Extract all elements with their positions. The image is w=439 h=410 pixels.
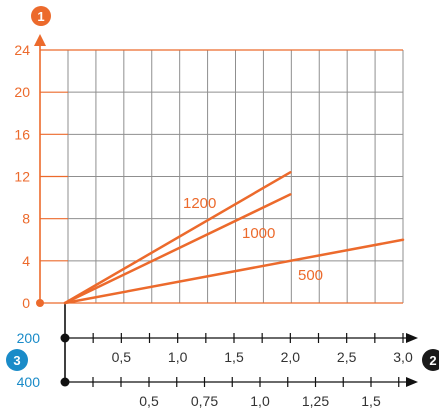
y-axis-marker-label: 1 — [37, 9, 44, 24]
series-line-500 — [63, 238, 405, 305]
y-origin-dot — [36, 299, 44, 307]
x-axis-marker-label: 2 — [429, 353, 436, 368]
series-line-1200 — [63, 171, 292, 305]
series-label: 1000 — [242, 225, 275, 242]
secondary-axis-marker-circle — [6, 349, 28, 371]
x-axis-400-arrow — [406, 377, 418, 387]
y-tick-label: 24 — [14, 42, 30, 58]
x-axis-400-label: 400 — [17, 374, 41, 390]
x-axis-marker-circle — [422, 349, 439, 371]
y-tick-label: 20 — [14, 84, 30, 100]
x-axis-400-tick-label: 1,5 — [361, 393, 381, 409]
x-axis-200-tick-label: 1,5 — [224, 349, 244, 365]
x-axis-400-origin-dot — [60, 377, 70, 387]
y-tick-label: 16 — [14, 126, 30, 142]
x-axis-400-tick-label: 0,5 — [139, 393, 159, 409]
data-series — [63, 171, 405, 305]
series-label: 1200 — [183, 195, 216, 212]
series-label: 500 — [298, 267, 323, 284]
plot-grid — [67, 49, 404, 303]
y-axis-arrow — [34, 34, 46, 46]
y-axis-marker-circle — [31, 6, 51, 26]
y-tick-label: 4 — [22, 253, 30, 269]
x-axis-200-arrow — [406, 333, 418, 343]
x-axis-200-tick-label: 0,5 — [112, 349, 132, 365]
secondary-axis-marker-label: 3 — [13, 353, 20, 368]
series-line-1000 — [63, 193, 292, 305]
x-axis-200-label: 200 — [17, 330, 41, 346]
x-axis-200-origin-dot — [60, 333, 70, 343]
x-axis-200-tick-label: 1,0 — [168, 349, 188, 365]
y-tick-label: 12 — [14, 169, 30, 185]
x-axis-200-tick-label: 3,0 — [393, 349, 413, 365]
y-tick-label: 0 — [22, 295, 30, 311]
x-axis-200-tick-label: 2,5 — [337, 349, 357, 365]
x-axis-200-tick-label: 2,0 — [281, 349, 301, 365]
y-tick-label: 8 — [22, 211, 30, 227]
x-axis-400-tick-label: 1,25 — [302, 393, 329, 409]
x-axis-400-tick-label: 0,75 — [191, 393, 218, 409]
axes — [34, 34, 418, 387]
x-axis-400-tick-label: 1,0 — [250, 393, 270, 409]
